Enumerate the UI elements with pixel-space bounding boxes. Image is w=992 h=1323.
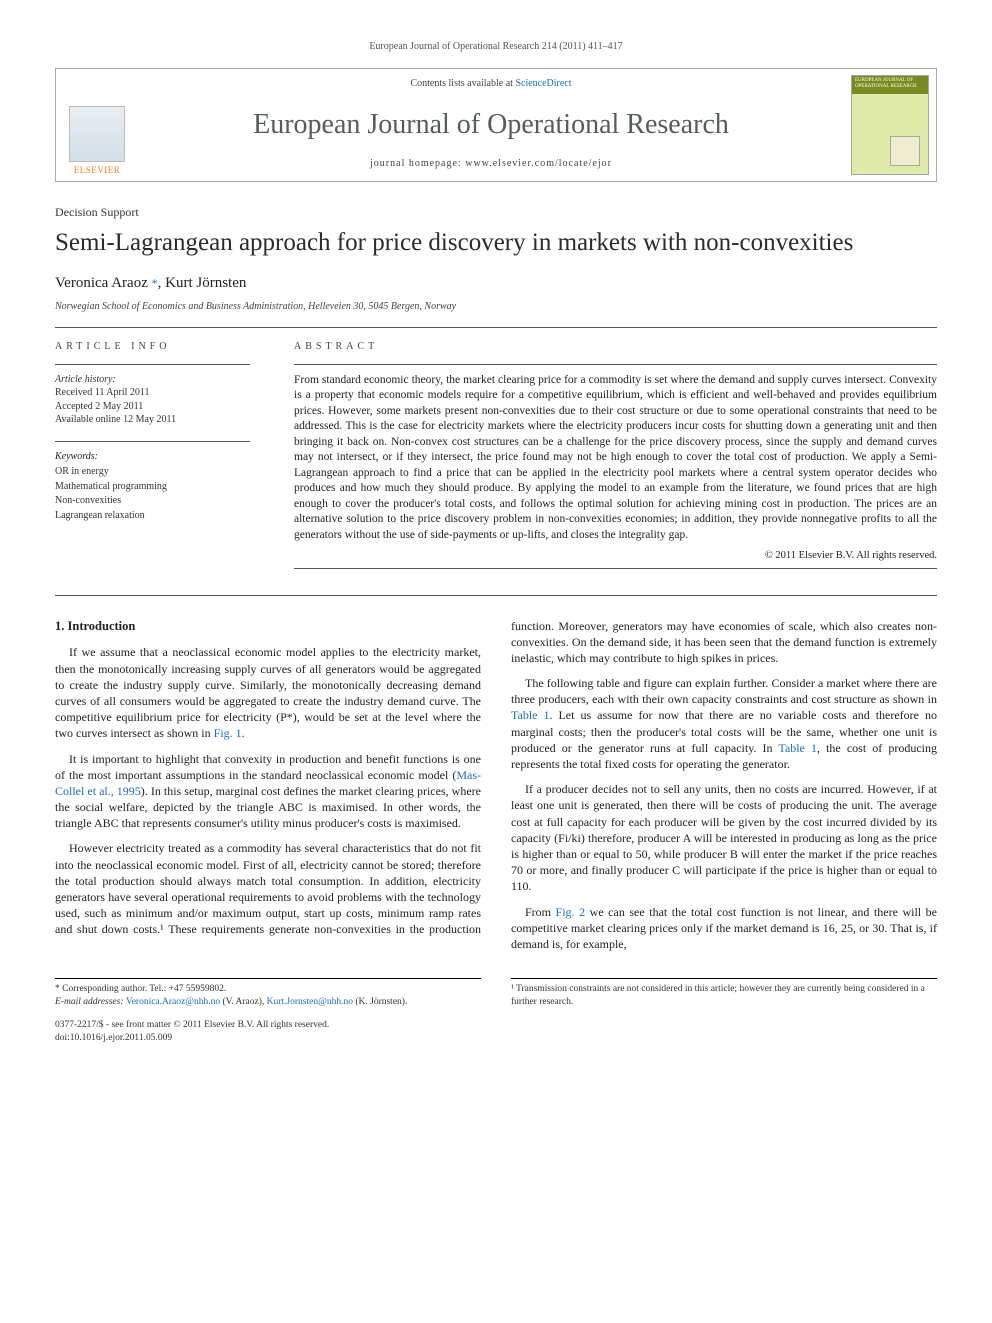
abstract-block: ABSTRACT From standard economic theory, …	[294, 340, 937, 568]
contents-prefix: Contents lists available at	[410, 78, 515, 89]
body-paragraph: If a producer decides not to sell any un…	[511, 781, 937, 894]
masthead: ELSEVIER Contents lists available at Sci…	[55, 68, 937, 182]
date-online: Available online 12 May 2011	[55, 413, 250, 427]
article-info-heading: ARTICLE INFO	[55, 340, 250, 354]
date-received: Received 11 April 2011	[55, 386, 250, 400]
front-matter-line: 0377-2217/$ - see front matter © 2011 El…	[55, 1019, 937, 1032]
keyword: Non-convexities	[55, 494, 250, 508]
abstract-text: From standard economic theory, the marke…	[294, 373, 937, 544]
keyword: OR in energy	[55, 465, 250, 479]
horizontal-rule	[55, 441, 250, 442]
keywords-list: OR in energy Mathematical programming No…	[55, 465, 250, 522]
table-ref-link[interactable]: Table 1	[778, 741, 817, 755]
homepage-prefix: journal homepage:	[370, 158, 465, 169]
horizontal-rule	[294, 364, 937, 365]
journal-homepage: journal homepage: www.elsevier.com/locat…	[148, 157, 834, 171]
masthead-center: Contents lists available at ScienceDirec…	[138, 69, 844, 181]
horizontal-rule	[55, 364, 250, 365]
cover-bar-text: EUROPEAN JOURNAL OF OPERATIONAL RESEARCH	[852, 76, 928, 94]
corresponding-note: * Corresponding author. Tel.: +47 559598…	[55, 983, 481, 996]
affiliation: Norwegian School of Economics and Busine…	[55, 300, 937, 314]
publisher-name: ELSEVIER	[74, 164, 121, 176]
footnote-left: * Corresponding author. Tel.: +47 559598…	[55, 978, 481, 1009]
body-paragraph: From Fig. 2 we can see that the total co…	[511, 904, 937, 953]
footnote-1: ¹ Transmission constraints are not consi…	[511, 983, 937, 1009]
footnotes: * Corresponding author. Tel.: +47 559598…	[55, 978, 937, 1009]
footnote-right: ¹ Transmission constraints are not consi…	[511, 978, 937, 1009]
running-citation: European Journal of Operational Research…	[55, 40, 937, 54]
journal-name: European Journal of Operational Research	[148, 106, 834, 144]
journal-cover-icon: EUROPEAN JOURNAL OF OPERATIONAL RESEARCH	[851, 75, 929, 175]
figure-ref-link[interactable]: Fig. 1	[214, 726, 242, 740]
body-paragraph: It is important to highlight that convex…	[55, 751, 481, 832]
author-list: Veronica Araoz *, Kurt Jörnsten	[55, 273, 937, 293]
author-2[interactable]: Kurt Jörnsten	[165, 275, 246, 291]
keywords-label: Keywords:	[55, 450, 250, 464]
doi-line: doi:10.1016/j.ejor.2011.05.009	[55, 1032, 937, 1045]
email-link[interactable]: Veronica.Araoz@nhh.no	[126, 997, 220, 1007]
cover-patch-icon	[890, 136, 920, 166]
figure-ref-link[interactable]: Fig. 2	[556, 905, 586, 919]
article-info-block: ARTICLE INFO Article history: Received 1…	[55, 340, 260, 568]
body-text: If we assume that a neoclassical economi…	[55, 645, 481, 740]
email-owner: (V. Araoz),	[220, 997, 267, 1007]
keyword: Lagrangean relaxation	[55, 509, 250, 523]
section-heading-intro: 1. Introduction	[55, 618, 481, 635]
email-owner: (K. Jörnsten).	[353, 997, 407, 1007]
horizontal-rule	[55, 327, 937, 328]
horizontal-rule	[294, 568, 937, 569]
abstract-heading: ABSTRACT	[294, 340, 937, 354]
history-label: Article history:	[55, 373, 250, 387]
body-paragraph: The following table and figure can expla…	[511, 675, 937, 772]
horizontal-rule	[55, 595, 937, 596]
article-title: Semi-Lagrangean approach for price disco…	[55, 226, 937, 260]
keyword: Mathematical programming	[55, 480, 250, 494]
body-text: It is important to highlight that convex…	[55, 752, 481, 782]
body-paragraph: If we assume that a neoclassical economi…	[55, 644, 481, 741]
article-body: 1. Introduction If we assume that a neoc…	[55, 618, 937, 953]
body-text: The following table and figure can expla…	[511, 676, 937, 706]
sciencedirect-link[interactable]: ScienceDirect	[515, 78, 571, 89]
author-separator: ,	[158, 275, 166, 291]
elsevier-tree-icon	[69, 106, 125, 162]
body-text: From	[525, 905, 556, 919]
author-1[interactable]: Veronica Araoz	[55, 275, 148, 291]
table-ref-link[interactable]: Table 1	[511, 708, 549, 722]
article-section-label: Decision Support	[55, 204, 937, 220]
publisher-block: ELSEVIER	[56, 69, 138, 181]
date-accepted: Accepted 2 May 2011	[55, 400, 250, 414]
abstract-copyright: © 2011 Elsevier B.V. All rights reserved…	[294, 549, 937, 563]
doi-block: 0377-2217/$ - see front matter © 2011 El…	[55, 1019, 937, 1045]
email-line: E-mail addresses: Veronica.Araoz@nhh.no …	[55, 996, 481, 1009]
homepage-url[interactable]: www.elsevier.com/locate/ejor	[465, 158, 612, 169]
cover-thumb-wrap: EUROPEAN JOURNAL OF OPERATIONAL RESEARCH	[844, 69, 936, 181]
body-text: .	[242, 726, 245, 740]
email-link[interactable]: Kurt.Jornsten@nhh.no	[267, 997, 353, 1007]
email-label: E-mail addresses:	[55, 997, 126, 1007]
contents-list-line: Contents lists available at ScienceDirec…	[148, 77, 834, 91]
